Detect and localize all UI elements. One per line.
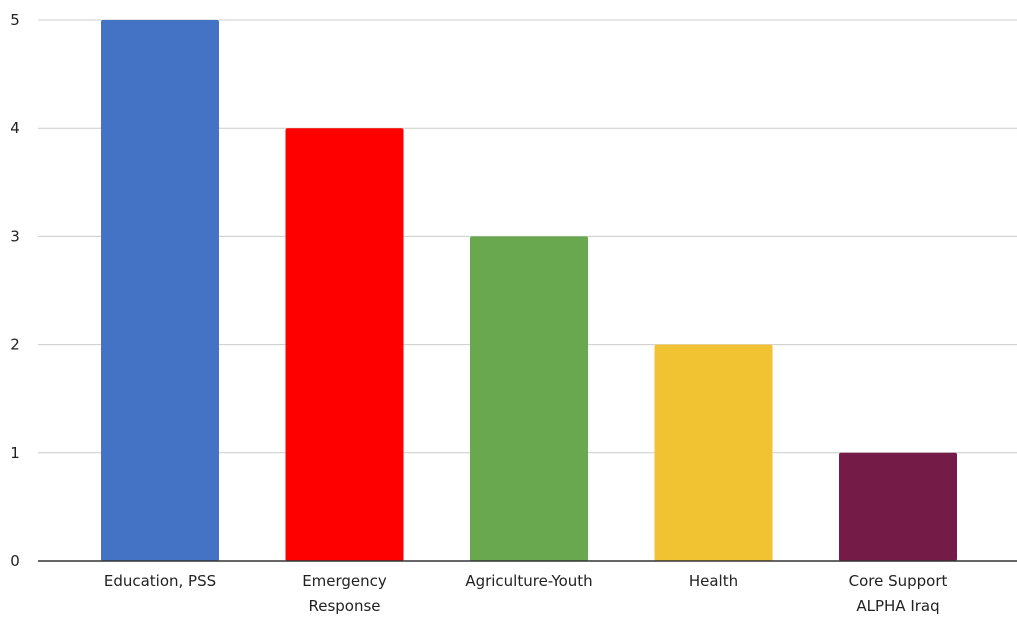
y-tick-label: 2 [10,336,20,354]
y-tick-label: 0 [10,552,20,570]
x-axis-category-labels: Education, PSS Emergency Response Agricultu… [104,572,948,615]
x-category-label: Education, PSS [104,572,216,590]
y-tick-label: 3 [10,227,20,245]
bar [654,344,773,561]
y-tick-label: 5 [10,11,20,29]
bar [285,128,404,561]
x-category-label: Core Support ALPHA Iraq [849,572,948,615]
x-category-label: Agriculture-Youth [465,572,592,590]
bar [839,452,957,561]
x-category-label: Health [689,572,738,590]
x-category-label: Emergency Response [302,572,387,615]
y-axis-tick-labels: 0 1 2 3 4 5 [10,11,20,570]
bar [470,236,588,561]
y-tick-label: 1 [10,444,20,462]
bar [101,20,219,561]
y-tick-label: 4 [10,119,20,137]
bars [101,20,957,561]
